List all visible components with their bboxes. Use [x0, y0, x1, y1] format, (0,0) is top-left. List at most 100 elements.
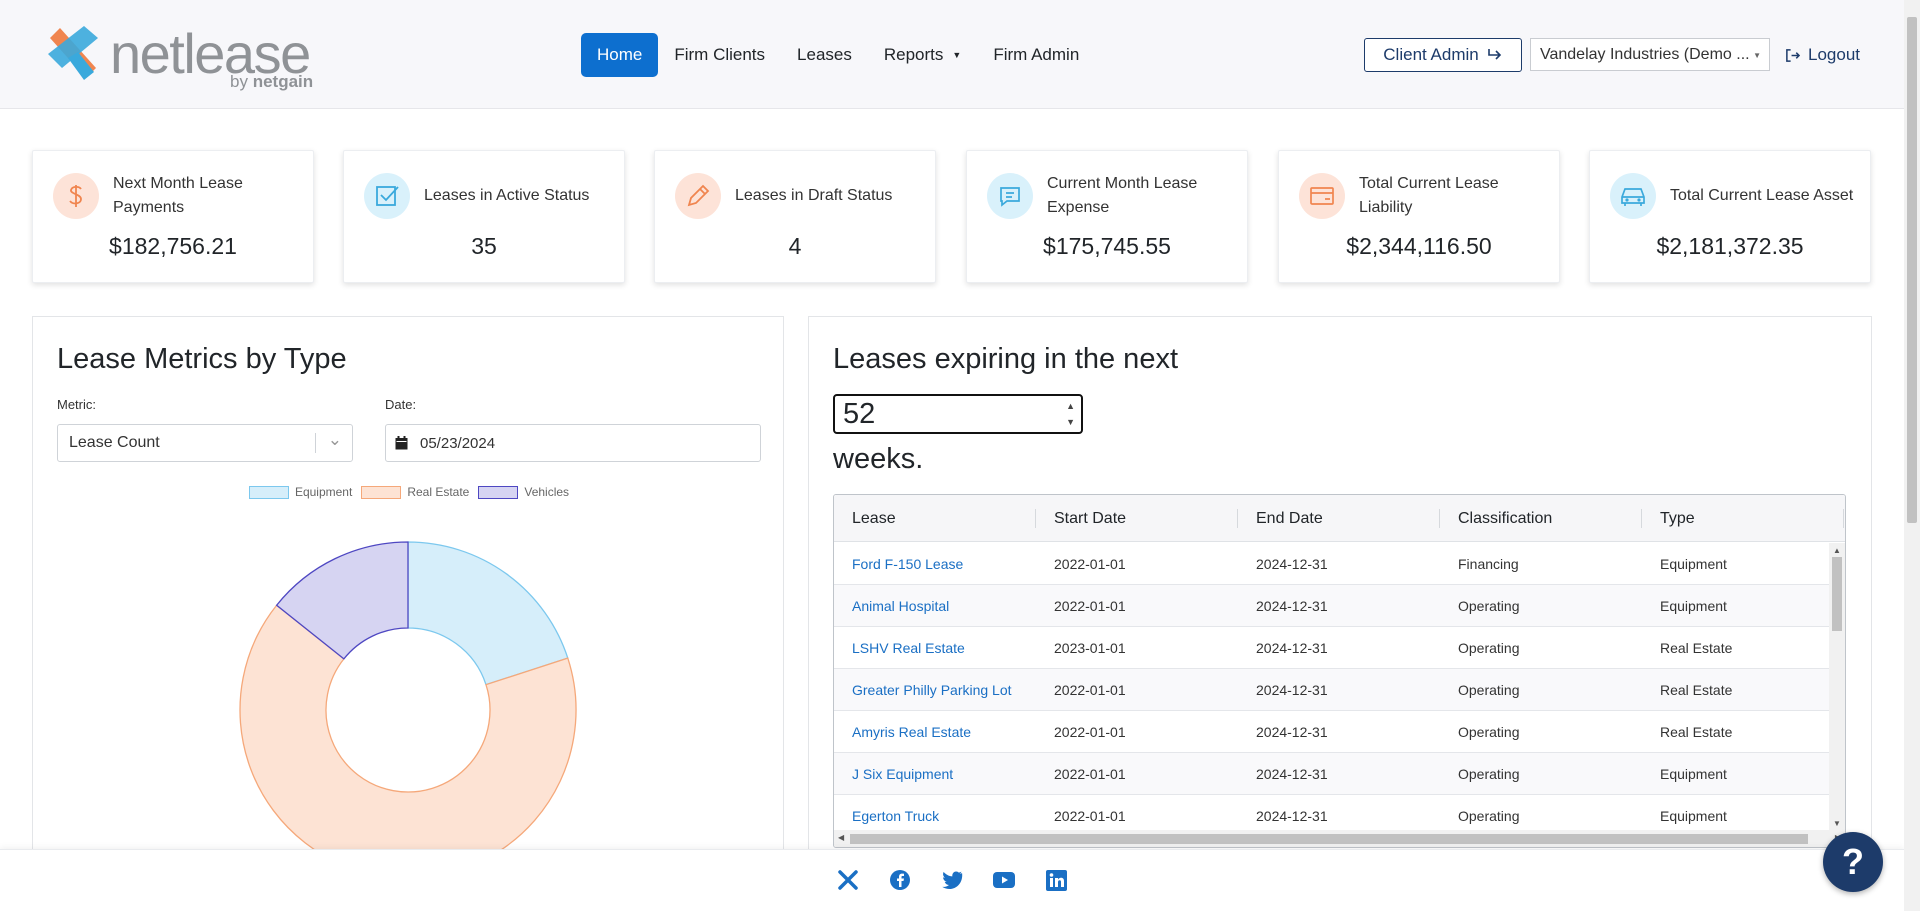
lease-link[interactable]: Amyris Real Estate	[852, 724, 972, 740]
car-icon	[1610, 173, 1656, 219]
legend-item[interactable]: Real Estate	[361, 485, 469, 499]
credit-card-icon	[1299, 173, 1345, 219]
main-nav: Home Firm Clients Leases Reports ▼ Firm A…	[581, 33, 1095, 77]
arrow-return-right-icon	[1487, 49, 1501, 60]
scrollbar-thumb[interactable]	[850, 834, 1808, 844]
calendar-icon	[395, 436, 408, 450]
leases-expiring-panel: Leases expiring in the next 52 ▲ ▼ weeks.…	[808, 316, 1872, 911]
column-header-start-date[interactable]: Start Date	[1054, 509, 1127, 527]
legend-item[interactable]: Vehicles	[478, 485, 569, 499]
lease-link[interactable]: Egerton Truck	[852, 808, 940, 824]
linkedin-icon[interactable]	[1044, 868, 1068, 892]
nav-reports[interactable]: Reports ▼	[868, 33, 977, 77]
lease-link[interactable]: Ford F-150 Lease	[852, 556, 964, 572]
column-header-end-date[interactable]: End Date	[1256, 509, 1323, 527]
nav-firm-admin[interactable]: Firm Admin	[977, 33, 1095, 77]
scroll-down-icon[interactable]: ▼	[1833, 819, 1841, 828]
weeks-number-input[interactable]: 52 ▲ ▼	[833, 394, 1083, 434]
lease-link[interactable]: J Six Equipment	[852, 766, 954, 782]
start-date-cell: 2022-01-01	[1054, 766, 1126, 782]
type-cell: Real Estate	[1660, 724, 1733, 740]
page-scrollbar[interactable]	[1904, 0, 1920, 911]
stat-value: 35	[471, 233, 497, 259]
lease-link[interactable]: Animal Hospital	[852, 598, 950, 614]
type-cell: Real Estate	[1660, 640, 1733, 656]
nav-home[interactable]: Home	[581, 33, 659, 77]
stat-card-lease-asset: Total Current Lease Asset $2,181,372.35	[1589, 150, 1871, 283]
stat-value: 4	[788, 233, 802, 259]
company-select[interactable]: Vandelay Industries (Demo ... ▼	[1530, 38, 1770, 71]
spin-up-icon[interactable]: ▲	[1066, 401, 1075, 411]
receipt-icon	[987, 173, 1033, 219]
end-date-cell: 2024-12-31	[1256, 598, 1328, 614]
company-select-value: Vandelay Industries (Demo ...	[1540, 45, 1750, 63]
stat-card-active-leases: Leases in Active Status 35	[343, 150, 625, 283]
table-horizontal-scrollbar[interactable]: ◀ ▶	[834, 830, 1845, 847]
youtube-icon[interactable]	[992, 868, 1016, 892]
scroll-up-icon[interactable]: ▲	[1833, 546, 1841, 555]
expiring-title: Leases expiring in the next	[833, 343, 1178, 375]
nav-home-label: Home	[597, 45, 643, 64]
nav-leases[interactable]: Leases	[781, 33, 868, 77]
stat-label: Total Current Lease Asset	[1670, 187, 1854, 204]
end-date-cell: 2024-12-31	[1256, 766, 1328, 782]
select-caret-icon: ▼	[1753, 51, 1761, 60]
scrollbar-thumb[interactable]	[1832, 557, 1842, 631]
column-divider	[1439, 509, 1440, 528]
netlease-logo[interactable]: netlease by netgain	[44, 24, 324, 94]
spin-down-icon[interactable]: ▼	[1066, 417, 1075, 427]
donut-slice-vehicles[interactable]	[275, 541, 409, 660]
stat-label: Total Current Lease Liability	[1359, 175, 1499, 216]
start-date-cell: 2023-01-01	[1054, 640, 1126, 656]
classification-cell: Operating	[1458, 598, 1520, 614]
pencil-icon	[675, 173, 721, 219]
twitter-icon[interactable]	[940, 868, 964, 892]
logo-by-brand: netgain	[252, 72, 314, 91]
column-header-lease[interactable]: Lease	[852, 509, 896, 527]
scroll-left-icon[interactable]: ◀	[838, 833, 845, 842]
legend-swatch	[361, 485, 402, 499]
donut-slice-equipment[interactable]	[407, 541, 569, 686]
legend-item[interactable]: Equipment	[248, 485, 352, 499]
checkbox-icon	[364, 173, 410, 219]
legend-label: Real Estate	[407, 485, 470, 499]
column-header-type[interactable]: Type	[1660, 509, 1695, 527]
client-admin-label: Client Admin	[1383, 45, 1479, 64]
end-date-cell: 2024-12-31	[1256, 682, 1328, 698]
classification-cell: Operating	[1458, 724, 1520, 740]
logo-wordmark: netlease	[110, 22, 311, 85]
logo-by: by	[230, 72, 248, 91]
stat-value: $182,756.21	[109, 233, 237, 259]
column-header-classification[interactable]: Classification	[1458, 509, 1553, 527]
lease-link[interactable]: LSHV Real Estate	[852, 640, 965, 656]
stat-card-lease-liability: Total Current Lease Liability $2,344,116…	[1278, 150, 1560, 283]
metric-select[interactable]: Lease Count ⌄	[57, 424, 353, 462]
table-vertical-scrollbar[interactable]: ▲ ▼	[1829, 543, 1845, 831]
stat-value: $2,181,372.35	[1656, 233, 1804, 259]
logo-byline: by netgain	[230, 72, 313, 92]
lease-metrics-panel: Lease Metrics by Type Metric: Lease Coun…	[32, 316, 784, 911]
table-row: Greater Philly Parking Lot 2022-01-01 20…	[834, 669, 1830, 711]
logout-link[interactable]: Logout	[1785, 38, 1860, 72]
client-admin-button[interactable]: Client Admin	[1364, 38, 1522, 72]
netgain-icon[interactable]	[836, 868, 860, 892]
select-divider	[315, 433, 316, 453]
help-button[interactable]: ?	[1823, 832, 1883, 892]
date-input[interactable]: 05/23/2024	[385, 424, 761, 462]
facebook-icon[interactable]	[888, 868, 912, 892]
donut-slice-real-estate[interactable]	[239, 604, 577, 879]
dollar-icon	[53, 173, 99, 219]
number-spinner[interactable]: ▲ ▼	[1066, 398, 1075, 430]
netlease-x-logo-icon	[48, 26, 98, 80]
table-row: Egerton Truck 2022-01-01 2024-12-31 Oper…	[834, 795, 1830, 831]
page-scrollbar-thumb[interactable]	[1907, 17, 1917, 523]
lease-metrics-title: Lease Metrics by Type	[57, 343, 347, 375]
start-date-cell: 2022-01-01	[1054, 682, 1126, 698]
stat-card-month-expense: Current Month Lease Expense $175,745.55	[966, 150, 1248, 283]
classification-cell: Financing	[1458, 556, 1519, 572]
type-cell: Equipment	[1660, 556, 1727, 572]
lease-link[interactable]: Greater Philly Parking Lot	[852, 682, 1012, 698]
table-body: Ford F-150 Lease 2022-01-01 2024-12-31 F…	[834, 543, 1830, 831]
classification-cell: Operating	[1458, 766, 1520, 782]
nav-firm-clients[interactable]: Firm Clients	[658, 33, 781, 77]
